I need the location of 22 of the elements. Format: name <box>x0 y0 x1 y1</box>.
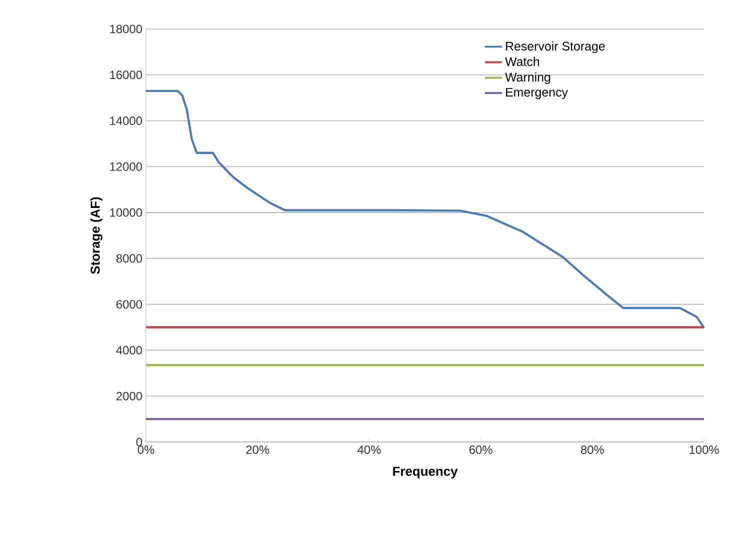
y-tick-label: 10000 <box>110 208 142 217</box>
x-tick-label: 20% <box>246 446 270 454</box>
y-axis-title: Storage (AF) <box>90 197 102 274</box>
y-tick-label: 0 <box>136 438 142 446</box>
y-tick-label: 14000 <box>110 116 142 125</box>
legend-label: Emergency <box>506 88 568 100</box>
legend-label: Watch <box>505 56 540 66</box>
y-tick-label: 18000 <box>110 24 142 34</box>
x-tick-label: 100% <box>690 446 719 454</box>
y-tick-label: 2000 <box>116 392 142 400</box>
y-tick-label: 16000 <box>110 70 142 80</box>
x-tick-label: 60% <box>469 446 492 454</box>
x-axis-title: Frequency <box>393 466 458 478</box>
y-tick-label: 4000 <box>116 346 142 354</box>
x-tick-label: 0% <box>138 446 154 454</box>
legend-label: Reservoir Storage <box>506 41 605 54</box>
y-tick-label: 6000 <box>116 300 142 309</box>
x-tick-label: 40% <box>358 446 381 454</box>
y-tick-label: 12000 <box>110 162 142 171</box>
y-tick-label: 8000 <box>116 254 142 263</box>
legend-label: Warning <box>505 72 550 84</box>
x-tick-label: 80% <box>580 446 604 454</box>
